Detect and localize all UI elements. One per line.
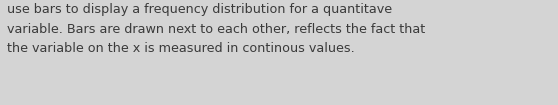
Text: use bars to display a frequency distribution for a quantitave
variable. Bars are: use bars to display a frequency distribu… [7, 3, 425, 55]
